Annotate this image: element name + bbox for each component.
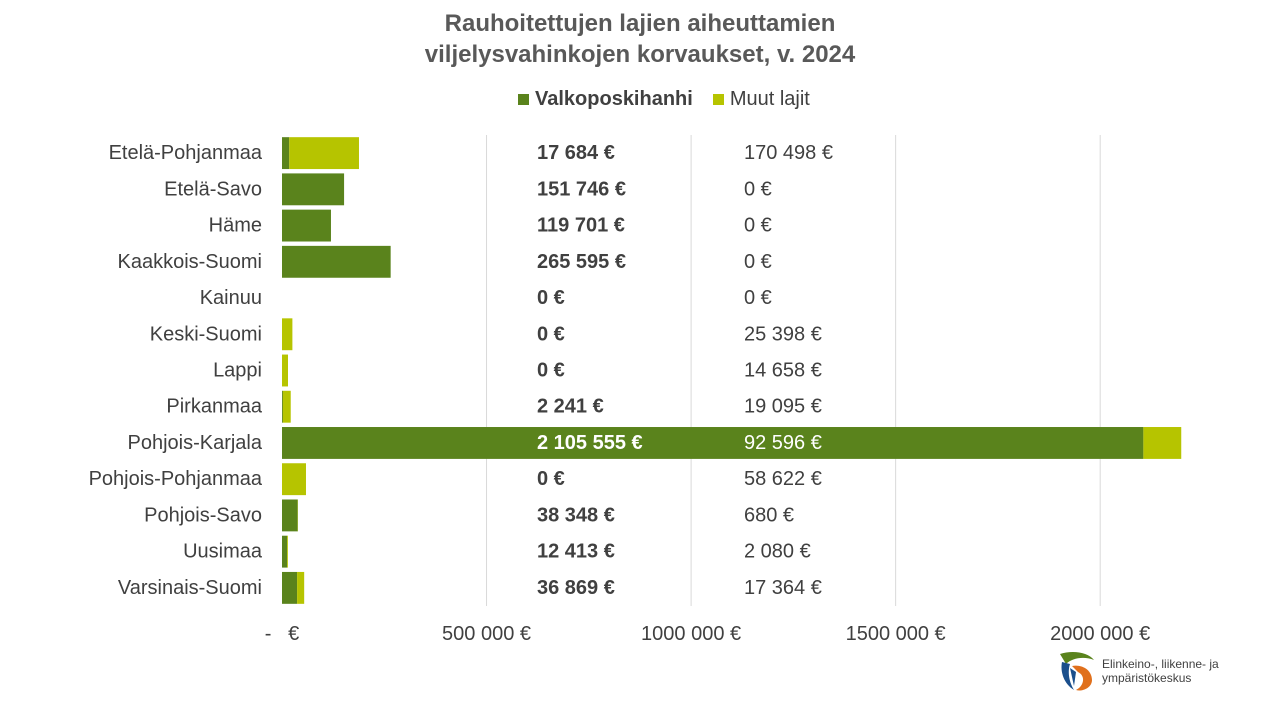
bar-valkoposkihanhi-uusimaa bbox=[282, 535, 288, 568]
legend-item-muut-lajit: Muut lajit bbox=[712, 88, 810, 111]
category-label-uusimaa: Uusimaa bbox=[183, 541, 263, 563]
data-label-muut-lajit-kaakkois-suomi: 0 € bbox=[744, 251, 772, 273]
chart-title-line-1: Rauhoitettujen lajien aiheuttamien bbox=[444, 10, 836, 37]
data-label-valkoposkihanhi-keski-suomi: 0 € bbox=[537, 323, 565, 345]
data-label-muut-lajit-etela-savo: 0 € bbox=[744, 178, 772, 200]
data-label-valkoposkihanhi-kaakkois-suomi: 265 595 € bbox=[537, 251, 626, 273]
data-label-valkoposkihanhi-lappi: 0 € bbox=[537, 360, 565, 382]
ely-logo-text-line-1: Elinkeino-, liikenne- ja bbox=[1102, 657, 1219, 671]
ely-logo: Elinkeino-, liikenne- ja ympäristökeskus bbox=[1056, 650, 1219, 692]
data-label-valkoposkihanhi-pohjois-karjala: 2 105 555 € bbox=[537, 432, 643, 454]
ely-logo-text: Elinkeino-, liikenne- ja ympäristökeskus bbox=[1102, 657, 1219, 685]
ely-logo-icon bbox=[1060, 652, 1094, 691]
data-label-muut-lajit-uusimaa: 2 080 € bbox=[744, 541, 811, 563]
data-label-valkoposkihanhi-pirkanmaa: 2 241 € bbox=[537, 396, 604, 418]
data-label-valkoposkihanhi-kainuu: 0 € bbox=[537, 287, 565, 309]
legend-item-valkoposkihanhi: Valkoposkihanhi bbox=[518, 88, 693, 111]
bar-valkoposkihanhi-kaakkois-suomi bbox=[282, 245, 391, 278]
bar-valkoposkihanhi-varsinais-suomi bbox=[282, 571, 298, 604]
bar-muut-lajit-uusimaa bbox=[287, 535, 288, 568]
data-label-valkoposkihanhi-pohjois-savo: 38 348 € bbox=[537, 504, 615, 526]
bar-muut-lajit-pohjois-karjala bbox=[1143, 427, 1182, 459]
bar-valkoposkihanhi-etela-pohjanmaa bbox=[282, 137, 290, 170]
x-tick-label-2: 1000 000 € bbox=[641, 623, 741, 645]
category-label-kainuu: Kainuu bbox=[200, 287, 262, 309]
category-label-pohjois-savo: Pohjois-Savo bbox=[144, 504, 262, 526]
legend-label-valkoposkihanhi: Valkoposkihanhi bbox=[535, 88, 693, 110]
bar-muut-lajit-varsinais-suomi bbox=[297, 571, 305, 604]
data-label-muut-lajit-pohjois-pohjanmaa: 58 622 € bbox=[744, 468, 822, 490]
data-label-muut-lajit-kainuu: 0 € bbox=[744, 287, 772, 309]
bar-muut-lajit-lappi bbox=[282, 354, 288, 387]
bar-valkoposkihanhi-pirkanmaa bbox=[282, 390, 283, 423]
data-label-muut-lajit-etela-pohjanmaa: 170 498 € bbox=[744, 142, 833, 164]
category-label-pohjois-karjala: Pohjois-Karjala bbox=[127, 432, 262, 454]
data-label-valkoposkihanhi-etela-savo: 151 746 € bbox=[537, 178, 626, 200]
bar-valkoposkihanhi-pohjois-karjala bbox=[282, 427, 1144, 459]
data-label-valkoposkihanhi-etela-pohjanmaa: 17 684 € bbox=[537, 142, 615, 164]
chart-title: Rauhoitettujen lajien aiheuttamien vilje… bbox=[0, 8, 1280, 70]
data-label-muut-lajit-varsinais-suomi: 17 364 € bbox=[744, 577, 822, 599]
x-tick-label-3: 1500 000 € bbox=[846, 623, 946, 645]
bar-muut-lajit-etela-pohjanmaa bbox=[289, 137, 359, 170]
category-label-hame: Häme bbox=[209, 215, 262, 237]
bar-valkoposkihanhi-etela-savo bbox=[282, 173, 345, 206]
data-label-muut-lajit-lappi: 14 658 € bbox=[744, 360, 822, 382]
data-label-muut-lajit-pohjois-savo: 680 € bbox=[744, 504, 794, 526]
bar-muut-lajit-pirkanmaa bbox=[282, 390, 291, 423]
ely-logo-text-line-2: ympäristökeskus bbox=[1102, 671, 1192, 685]
data-label-valkoposkihanhi-varsinais-suomi: 36 869 € bbox=[537, 577, 615, 599]
data-label-muut-lajit-pirkanmaa: 19 095 € bbox=[744, 396, 822, 418]
data-label-valkoposkihanhi-hame: 119 701 € bbox=[537, 215, 625, 237]
legend-swatch-muut-lajit bbox=[712, 94, 724, 105]
data-label-muut-lajit-keski-suomi: 25 398 € bbox=[744, 323, 822, 345]
bar-chart: Etelä-Pohjanmaa 17 684 € 170 498 € Etelä-Sa… bbox=[89, 135, 1182, 645]
bar-muut-lajit-pohjois-pohjanmaa bbox=[282, 463, 306, 496]
legend-swatch-valkoposkihanhi bbox=[518, 94, 529, 105]
category-label-etela-savo: Etelä-Savo bbox=[164, 178, 262, 200]
category-label-pohjois-pohjanmaa: Pohjois-Pohjanmaa bbox=[89, 468, 263, 490]
category-label-varsinais-suomi: Varsinais-Suomi bbox=[118, 577, 262, 599]
chart-title-line-2: viljelysvahinkojen korvaukset, v. 2024 bbox=[424, 41, 856, 68]
data-label-valkoposkihanhi-uusimaa: 12 413 € bbox=[537, 541, 615, 563]
bar-muut-lajit-keski-suomi bbox=[282, 318, 293, 351]
legend-label-muut-lajit: Muut lajit bbox=[729, 88, 810, 110]
category-label-lappi: Lappi bbox=[213, 360, 262, 382]
data-label-muut-lajit-hame: 0 € bbox=[744, 215, 772, 237]
data-label-valkoposkihanhi-pohjois-pohjanmaa: 0 € bbox=[537, 468, 565, 490]
category-label-keski-suomi: Keski-Suomi bbox=[150, 323, 262, 345]
x-tick-label-1: 500 000 € bbox=[442, 623, 531, 645]
x-tick-label-4: 2000 000 € bbox=[1050, 623, 1150, 645]
bar-valkoposkihanhi-hame bbox=[282, 209, 331, 242]
category-label-pirkanmaa: Pirkanmaa bbox=[166, 396, 262, 418]
category-label-kaakkois-suomi: Kaakkois-Suomi bbox=[117, 251, 262, 273]
chart-legend: Valkoposkihanhi Muut lajit bbox=[518, 88, 830, 111]
x-tick-label-0: - € bbox=[265, 623, 299, 645]
bar-valkoposkihanhi-pohjois-savo bbox=[282, 499, 298, 532]
category-label-etela-pohjanmaa: Etelä-Pohjanmaa bbox=[109, 142, 263, 164]
data-label-muut-lajit-pohjois-karjala: 92 596 € bbox=[744, 432, 822, 454]
